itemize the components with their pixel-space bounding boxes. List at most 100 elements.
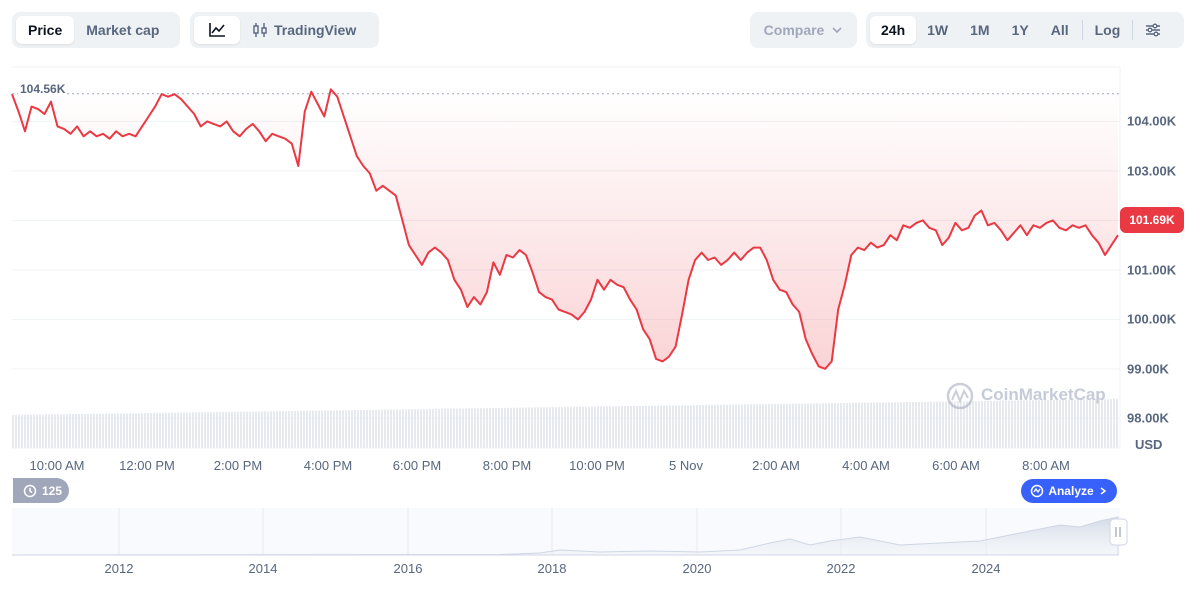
volume-bar	[873, 402, 875, 448]
volume-bar	[564, 407, 566, 448]
volume-bar	[888, 402, 890, 448]
volume-bar	[1101, 399, 1103, 448]
volume-bar	[24, 414, 26, 448]
volume-bar	[876, 402, 878, 448]
analyze-button[interactable]: Analyze	[1021, 479, 1117, 503]
volume-bar	[180, 412, 182, 448]
navigator-tick-label: 2018	[537, 561, 567, 576]
volume-bar	[684, 405, 686, 448]
volume-bar	[666, 405, 668, 448]
navigator-handle[interactable]	[1109, 518, 1128, 546]
volume-bar	[990, 400, 992, 448]
volume-bar	[270, 411, 272, 448]
volume-bar	[1062, 399, 1064, 448]
volume-bar	[96, 413, 98, 448]
volume-bar	[444, 408, 446, 448]
volume-bar	[228, 411, 230, 448]
range-24h[interactable]: 24h	[870, 16, 917, 44]
volume-bar	[798, 403, 800, 448]
volume-bar	[816, 403, 818, 448]
volume-bar	[108, 413, 110, 448]
volume-bar	[87, 413, 89, 448]
volume-bar	[465, 408, 467, 448]
volume-bar	[633, 406, 635, 448]
volume-bar	[834, 403, 836, 448]
volume-bar	[363, 409, 365, 448]
volume-bar	[99, 413, 101, 448]
volume-bar	[765, 404, 767, 448]
volume-bar	[369, 409, 371, 448]
volume-bar	[663, 405, 665, 448]
navigator-tick-label: 2014	[248, 561, 278, 576]
volume-bar	[1086, 399, 1088, 448]
volume-bar	[729, 404, 731, 448]
volume-bar	[471, 408, 473, 448]
volume-bar	[828, 403, 830, 448]
volume-bar	[171, 412, 173, 448]
volume-bar	[954, 401, 956, 448]
volume-bar	[138, 413, 140, 448]
volume-bar	[132, 413, 134, 448]
tradingview-button[interactable]: TradingView	[240, 16, 368, 44]
volume-bar	[501, 407, 503, 448]
volume-bar	[237, 411, 239, 448]
volume-bar	[285, 411, 287, 448]
volume-bar	[915, 401, 917, 448]
range-1m[interactable]: 1M	[970, 22, 990, 38]
tab-price[interactable]: Price	[16, 16, 75, 44]
volume-bar	[405, 409, 407, 448]
volume-bar	[249, 411, 251, 448]
volume-bar	[927, 401, 929, 448]
volume-bar	[648, 405, 650, 448]
volume-bar	[870, 402, 872, 448]
volume-bar	[699, 405, 701, 448]
volume-bar	[1026, 400, 1028, 448]
navigator-tick-label: 2016	[393, 561, 423, 576]
compare-dropdown[interactable]: Compare	[750, 12, 857, 48]
tab-market-cap[interactable]: Market cap	[86, 22, 160, 38]
volume-bar	[573, 406, 575, 448]
volume-bar	[759, 404, 761, 448]
range-1w[interactable]: 1W	[927, 22, 949, 38]
history-button[interactable]: 125	[13, 478, 69, 503]
volume-bar	[810, 403, 812, 448]
currency-label: USD	[1135, 437, 1163, 452]
volume-bar	[906, 402, 908, 448]
volume-bar	[273, 411, 275, 448]
log-scale-button[interactable]: Log	[1094, 22, 1121, 38]
volume-bar	[447, 408, 449, 448]
volume-bar	[543, 407, 545, 448]
volume-bar	[969, 401, 971, 448]
volume-bar	[1113, 399, 1115, 448]
volume-bar	[507, 407, 509, 448]
range-1y[interactable]: 1Y	[1011, 22, 1029, 38]
volume-bar	[321, 410, 323, 448]
volume-bar	[630, 406, 632, 448]
range-separator	[1081, 20, 1083, 40]
range-all[interactable]: All	[1050, 22, 1069, 38]
volume-bar	[75, 414, 77, 448]
volume-bar	[453, 408, 455, 448]
view-toggle: Price Market cap	[12, 12, 180, 48]
volume-bar	[1065, 399, 1067, 448]
volume-bar	[1029, 400, 1031, 448]
volume-bar	[804, 403, 806, 448]
volume-bar	[675, 405, 677, 448]
volume-bar	[852, 402, 854, 448]
chart-settings-button[interactable]	[1135, 16, 1171, 44]
volume-bar	[936, 401, 938, 448]
volume-bar	[843, 402, 845, 448]
volume-bar	[1089, 399, 1091, 448]
navigator-tick-label: 2012	[104, 561, 134, 576]
volume-bar	[378, 409, 380, 448]
volume-bar	[435, 408, 437, 448]
x-tick-label: 4:00 PM	[303, 458, 353, 473]
volume-bar	[192, 412, 194, 448]
volume-bar	[480, 408, 482, 448]
volume-bar	[129, 413, 131, 448]
volume-bar	[723, 404, 725, 448]
volume-bar	[183, 412, 185, 448]
volume-bar	[330, 410, 332, 448]
line-chart-button[interactable]	[194, 16, 240, 44]
